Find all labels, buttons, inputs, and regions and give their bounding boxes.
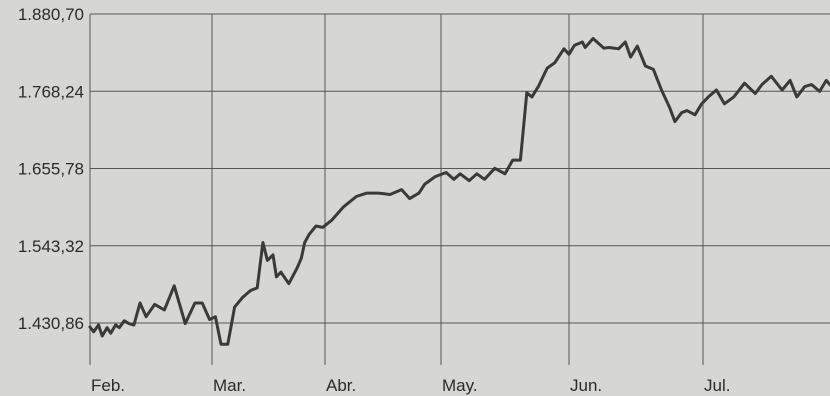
y-tick-label: 1.543,32: [18, 237, 84, 256]
x-axis-tick-labels: Feb. Mar. Abr. May. Jun. Jul.: [91, 376, 730, 395]
x-tick-label: Feb.: [91, 376, 125, 395]
chart-series: [88, 37, 830, 346]
x-tick-label: May.: [442, 376, 478, 395]
x-tick-label: Mar.: [213, 376, 246, 395]
series-line: [88, 37, 830, 346]
y-tick-label: 1.430,86: [18, 314, 84, 333]
x-tick-label: Jun.: [570, 376, 602, 395]
x-tick-label: Jul.: [704, 376, 730, 395]
y-tick-label: 1.655,78: [18, 160, 84, 179]
x-tick-label: Abr.: [326, 376, 356, 395]
chart-gridlines: [89, 13, 830, 365]
y-tick-label: 1.880,70: [18, 5, 84, 24]
y-tick-label: 1.768,24: [18, 82, 84, 101]
y-axis-tick-labels: 1.880,70 1.768,24 1.655,78 1.543,32 1.430,86: [18, 5, 84, 333]
